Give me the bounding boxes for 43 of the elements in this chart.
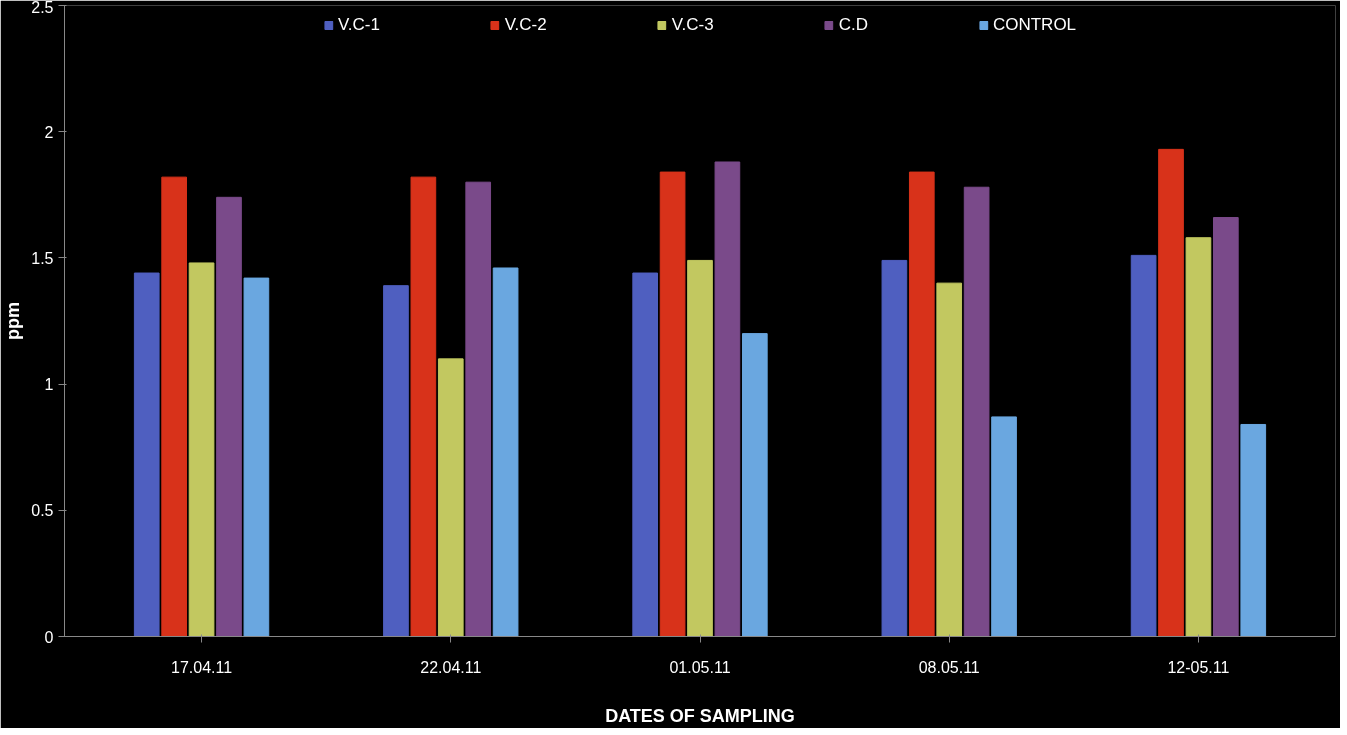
y-axis-title: ppm [3, 302, 24, 340]
bar [1213, 217, 1239, 637]
bar [991, 416, 1017, 637]
legend-label: C.D [838, 15, 868, 35]
bar [936, 282, 963, 637]
bar [383, 285, 409, 637]
bar [1185, 237, 1212, 637]
y-tick-label: 2.5 [31, 0, 54, 16]
legend-label: V.C-1 [337, 15, 380, 35]
x-tick-label: 08.05.11 [918, 658, 980, 676]
bar [881, 259, 908, 637]
x-tick-label: 01.05.11 [669, 658, 731, 676]
bar [465, 181, 492, 637]
bar [1158, 148, 1184, 637]
bar [963, 186, 990, 637]
bar [216, 196, 242, 637]
bar [161, 176, 187, 637]
bar [714, 161, 741, 637]
y-tick-label: 0 [44, 628, 54, 646]
bar [133, 272, 160, 637]
bar [410, 176, 437, 637]
bar [1240, 423, 1267, 637]
y-tick-label: 2 [44, 123, 54, 141]
y-tick-label: 1.5 [31, 249, 54, 267]
bar [492, 267, 519, 637]
bar [632, 272, 659, 637]
bar [659, 171, 686, 637]
bar [687, 259, 713, 637]
x-tick-label: 12-05.11 [1167, 658, 1230, 676]
bar [741, 333, 768, 637]
y-tick-label: 1 [44, 376, 54, 394]
bar [243, 277, 270, 637]
legend-label: V.C-3 [671, 15, 714, 35]
y-tick-label: 0.5 [31, 502, 54, 520]
bar [908, 171, 935, 637]
x-tick-label: 22.04.11 [420, 658, 482, 676]
bar [437, 358, 464, 637]
x-tick-label: 17.04.11 [171, 658, 233, 676]
legend-label: V.C-2 [504, 15, 547, 35]
x-axis-title: DATES OF SAMPLING [605, 705, 795, 726]
bar [188, 262, 215, 637]
legend-label: CONTROL [992, 15, 1077, 35]
bar [1130, 254, 1157, 637]
